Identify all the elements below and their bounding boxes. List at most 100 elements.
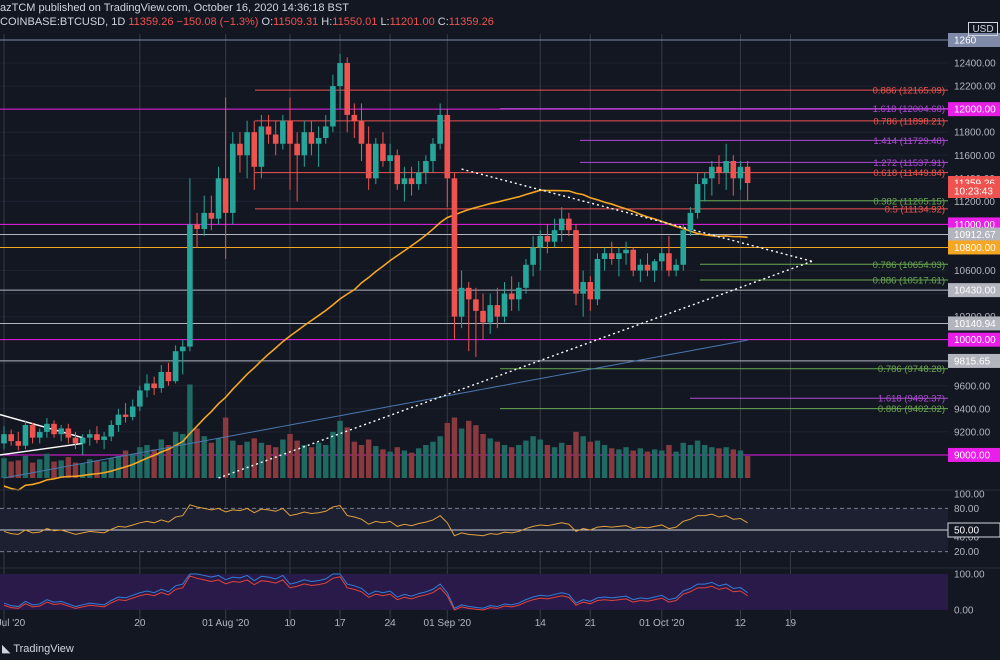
volume-bar — [258, 442, 265, 478]
candle-body — [723, 161, 729, 173]
candle-body — [337, 63, 343, 87]
volume-bar — [444, 423, 450, 478]
candle-body — [651, 261, 658, 271]
price-level-tag — [948, 353, 1000, 368]
y-tick-label: 12200.00 — [954, 82, 996, 93]
candle-body — [494, 305, 501, 317]
stoch-tick-label: 0.00 — [954, 606, 974, 617]
price-level-tag — [948, 33, 1000, 47]
x-tick-label: 12 — [735, 618, 747, 629]
volume-bar — [130, 453, 136, 478]
candle-body — [608, 253, 615, 259]
x-tick-label: 01 Jul '20 — [0, 618, 26, 629]
y-tick-label: 12400.00 — [954, 59, 996, 70]
volume-bar — [273, 447, 279, 478]
rsi-mid-tag-label: 50.00 — [954, 526, 979, 537]
candle-body — [280, 120, 286, 144]
volume-bar — [172, 431, 179, 478]
rsi-tick-label: 80.00 — [954, 504, 979, 515]
price-level-tag-label: 1260 — [954, 36, 977, 47]
fib-level-label: 0.886 (12165.09) — [873, 86, 945, 97]
candle-body — [401, 178, 408, 185]
fib-level-label: 0.886 (9402.02) — [878, 404, 945, 415]
candle-body — [551, 230, 558, 242]
candle-body — [308, 132, 315, 144]
volume-bar — [466, 420, 472, 478]
candle-body — [415, 172, 422, 185]
candle-body — [179, 346, 186, 352]
price-level-tag — [948, 102, 1000, 117]
candle-body — [465, 287, 472, 300]
ohlc-open-label: O: — [261, 16, 274, 28]
candle-body — [36, 431, 43, 438]
candle-body — [258, 126, 265, 167]
candle-body — [637, 264, 644, 271]
volume-bar — [208, 442, 215, 478]
candle-body — [737, 166, 744, 179]
volume-bar — [623, 447, 629, 478]
candle-body — [451, 178, 458, 317]
volume-bar — [551, 447, 558, 478]
volume-bar — [280, 439, 286, 478]
volume-bar — [587, 441, 593, 478]
candle-body — [65, 428, 72, 438]
volume-bar — [108, 458, 114, 478]
volume-bar — [508, 447, 515, 478]
chart-canvas[interactable]: 0.886 (12165.09)1.618 (12004.68)0.786 (1… — [0, 0, 1000, 640]
stoch-k-line — [3, 573, 748, 609]
volume-bar — [51, 461, 57, 478]
candle-body — [701, 178, 708, 185]
candle-body — [709, 166, 715, 179]
candle-body — [215, 178, 222, 219]
candle-body — [601, 253, 608, 259]
volume-bar — [87, 459, 93, 478]
volume-bar — [401, 450, 408, 478]
volume-bar — [580, 436, 586, 478]
y-tick-label: 9200.00 — [954, 427, 991, 438]
candle-body — [144, 383, 150, 391]
volume-bar — [337, 420, 343, 478]
candle-body — [315, 137, 322, 144]
volume-bar — [501, 445, 508, 478]
volume-bar — [315, 442, 322, 478]
volume-bar — [265, 445, 272, 478]
publish-line: azTCM published on TradingView.com, Octo… — [0, 2, 349, 14]
rsi-tick-label: 20.00 — [954, 547, 979, 558]
volume-bar — [516, 445, 522, 478]
ohlc-line: COINBASE:BTCUSD, 1D 11359.26 −150.08 (−1… — [0, 16, 494, 28]
candle-body — [523, 264, 529, 288]
volume-bar — [480, 434, 486, 478]
candle-body — [508, 293, 515, 300]
stoch-band — [0, 574, 948, 610]
fib-level-label: 0.786 (10654.03) — [873, 260, 945, 271]
fib-level-label: 0.786 (11898.21) — [873, 116, 945, 127]
ohlc-open: 11509.31 — [273, 16, 319, 28]
candle-body — [501, 293, 508, 317]
candle-body — [530, 247, 536, 265]
price-level-tag-label: 10140.94 — [954, 319, 996, 330]
volume-bar — [137, 447, 143, 478]
volume-bar — [373, 446, 379, 478]
candle-body — [687, 212, 694, 231]
volume-bar — [687, 445, 694, 478]
candle-body — [158, 371, 165, 389]
volume-bar — [644, 451, 651, 478]
candle-body — [594, 259, 601, 300]
volume-bar — [380, 449, 386, 478]
volume-bar — [44, 453, 50, 478]
ma50-line — [3, 189, 748, 491]
candle-body — [165, 371, 172, 382]
candle-body — [15, 441, 22, 446]
candle-body — [566, 218, 572, 231]
candle-body — [480, 310, 486, 323]
price-tag — [948, 183, 1000, 198]
tradingview-logo: ◣ TradingView — [2, 642, 74, 655]
symbol-label[interactable]: COINBASE:BTCUSD, 1D — [0, 16, 126, 28]
x-tick-label: 01 Aug '20 — [202, 618, 249, 629]
candle-body — [115, 414, 122, 425]
price-level-tag-label: 9000.00 — [954, 450, 991, 461]
fib-level-label: 0.618 (11449.84) — [873, 168, 945, 179]
y-tick-label: 9400.00 — [954, 404, 991, 415]
currency-button[interactable]: USD — [968, 22, 998, 36]
volume-bar — [187, 384, 193, 478]
